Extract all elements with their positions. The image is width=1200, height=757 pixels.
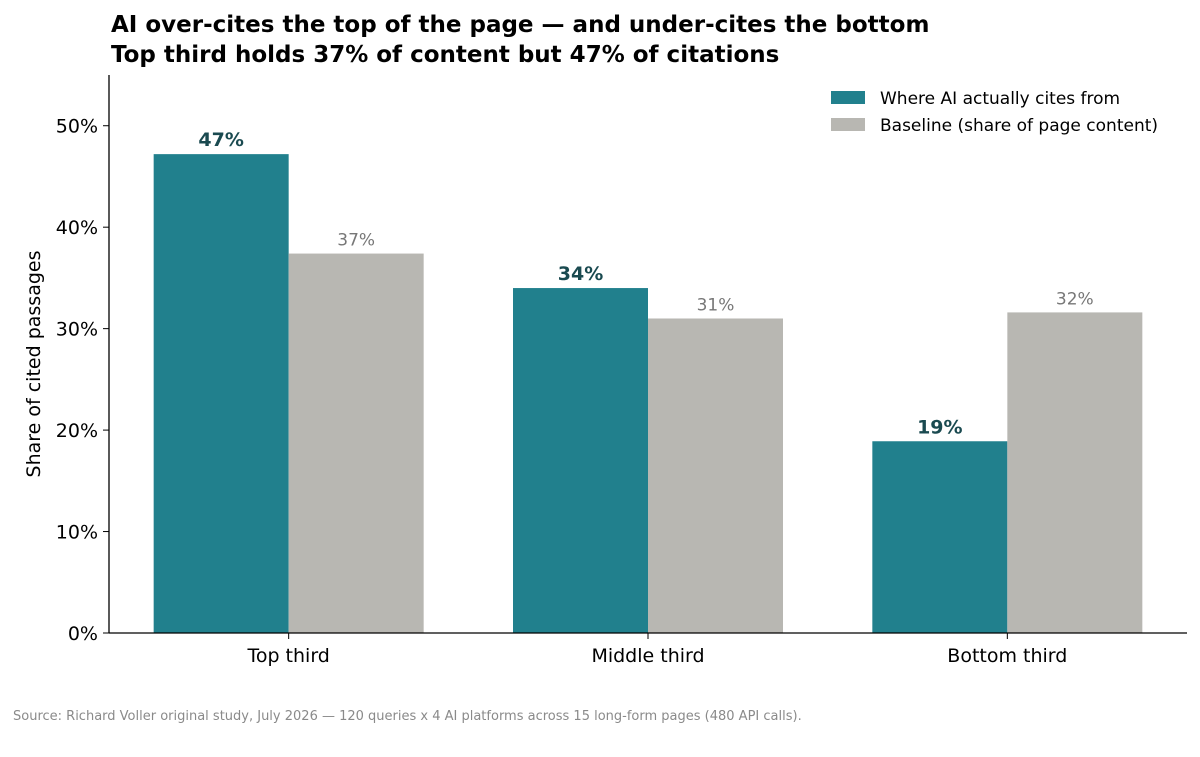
- legend-swatch: [831, 118, 865, 131]
- y-tick-label: 50%: [56, 116, 98, 138]
- bar: [648, 318, 783, 633]
- y-tick-label: 10%: [56, 522, 98, 544]
- y-tick-label: 40%: [56, 217, 98, 239]
- bar: [1007, 312, 1143, 633]
- data-label: 34%: [558, 263, 603, 285]
- chart-title: AI over-cites the top of the page — and …: [111, 12, 930, 38]
- bar: [153, 154, 289, 633]
- y-tick-label: 20%: [56, 420, 98, 442]
- legend-label: Baseline (share of page content): [880, 116, 1158, 136]
- data-label: 31%: [697, 295, 735, 315]
- data-label: 32%: [1056, 289, 1094, 309]
- x-tick-label: Middle third: [591, 645, 704, 667]
- data-label: 37%: [337, 231, 375, 251]
- source-note: Source: Richard Voller original study, J…: [13, 709, 802, 724]
- y-axis-label: Share of cited passages: [23, 251, 45, 478]
- data-label: 47%: [198, 129, 243, 151]
- bar: [288, 253, 424, 633]
- x-tick-label: Top third: [246, 645, 329, 667]
- y-tick-label: 30%: [56, 319, 98, 341]
- x-tick-label: Bottom third: [947, 645, 1067, 667]
- legend-label: Where AI actually cites from: [880, 89, 1120, 109]
- data-label: 19%: [917, 416, 962, 438]
- chart-subtitle: Top third holds 37% of content but 47% o…: [111, 42, 780, 68]
- y-tick-label: 0%: [68, 623, 98, 645]
- chart-title-block: AI over-cites the top of the page — and …: [111, 10, 929, 70]
- bar-chart: 47% 37% Top third 34% 31% Middle third 19% 32% B…: [23, 75, 1187, 667]
- legend-swatch: [831, 91, 865, 104]
- bar: [513, 288, 648, 633]
- bar: [872, 441, 1008, 633]
